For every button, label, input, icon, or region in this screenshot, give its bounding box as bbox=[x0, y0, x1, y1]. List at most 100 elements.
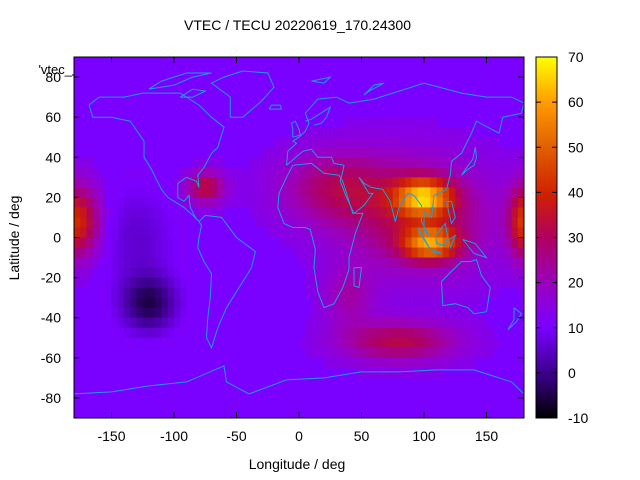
heatmap-cell bbox=[305, 287, 312, 299]
heatmap-cell bbox=[449, 147, 456, 158]
heatmap-cell bbox=[367, 207, 375, 218]
heatmap-cell bbox=[436, 277, 444, 289]
heatmap-cell bbox=[455, 307, 462, 319]
heatmap-cell bbox=[80, 157, 87, 168]
heatmap-cell bbox=[349, 287, 356, 299]
heatmap-cell bbox=[511, 237, 519, 249]
heatmap-cell bbox=[442, 287, 450, 299]
heatmap-cell bbox=[342, 147, 350, 158]
heatmap-cell bbox=[180, 277, 187, 289]
heatmap-cell bbox=[436, 137, 444, 148]
heatmap-cell bbox=[174, 287, 181, 299]
heatmap-cell bbox=[180, 287, 187, 299]
heatmap-cell bbox=[436, 177, 444, 188]
heatmap-cell bbox=[442, 167, 450, 178]
heatmap-cell bbox=[324, 237, 331, 249]
heatmap-cell bbox=[499, 147, 506, 158]
heatmap-cell bbox=[455, 327, 462, 339]
heatmap-cell bbox=[392, 367, 400, 379]
heatmap-cell bbox=[436, 167, 444, 178]
heatmap-cell bbox=[205, 197, 212, 208]
heatmap-cell bbox=[480, 217, 487, 228]
heatmap-cell bbox=[249, 157, 256, 168]
heatmap-cell bbox=[461, 307, 469, 319]
heatmap-cell bbox=[499, 257, 506, 269]
heatmap-cell bbox=[355, 347, 362, 359]
heatmap-cell bbox=[399, 307, 406, 319]
heatmap-cell bbox=[461, 227, 469, 238]
heatmap-cell bbox=[105, 307, 112, 319]
heatmap-cell bbox=[492, 217, 500, 228]
heatmap-cell bbox=[180, 327, 187, 339]
heatmap-cell bbox=[417, 187, 425, 198]
heatmap-cell bbox=[380, 337, 387, 349]
heatmap-cell bbox=[374, 117, 381, 128]
heatmap-cell bbox=[336, 357, 344, 369]
heatmap-cell bbox=[124, 177, 131, 188]
heatmap-cell bbox=[342, 197, 350, 208]
heatmap-cell bbox=[511, 177, 519, 188]
heatmap-cell bbox=[411, 117, 419, 128]
heatmap-cell bbox=[74, 277, 81, 289]
heatmap-cell bbox=[330, 127, 337, 138]
colorbar-tick-label: 30 bbox=[568, 230, 584, 246]
heatmap-cell bbox=[442, 187, 450, 198]
heatmap-cell bbox=[342, 297, 350, 309]
heatmap-cell bbox=[355, 157, 362, 168]
heatmap-cell bbox=[142, 337, 150, 349]
colorbar-tick-label: 10 bbox=[568, 320, 584, 336]
heatmap-cell bbox=[430, 237, 437, 249]
coastlines bbox=[74, 70, 524, 395]
heatmap-cell bbox=[405, 117, 412, 128]
heatmap-cell bbox=[336, 127, 344, 138]
heatmap-cell bbox=[461, 207, 469, 218]
heatmap-cell bbox=[405, 237, 412, 249]
heatmap-cell bbox=[399, 117, 406, 128]
heatmap-cell bbox=[386, 297, 394, 309]
heatmap-cell bbox=[267, 217, 275, 228]
heatmap-cell bbox=[424, 257, 431, 269]
heatmap-cell bbox=[411, 207, 419, 218]
heatmap-cell bbox=[442, 307, 450, 319]
heatmap-cell bbox=[449, 177, 456, 188]
heatmap-cell bbox=[355, 207, 362, 218]
heatmap-cell bbox=[311, 297, 319, 309]
heatmap-cell bbox=[342, 237, 350, 249]
heatmap-cell bbox=[149, 187, 156, 198]
heatmap-cell bbox=[430, 207, 437, 218]
heatmap-cell bbox=[424, 357, 431, 369]
heatmap-cell bbox=[461, 187, 469, 198]
heatmap-cell bbox=[399, 167, 406, 178]
heatmap-cell bbox=[399, 267, 406, 279]
heatmap-cell bbox=[199, 187, 206, 198]
heatmap-cell bbox=[399, 177, 406, 188]
heatmap-cell bbox=[361, 287, 369, 299]
heatmap-cell bbox=[205, 157, 212, 168]
heatmap-cell bbox=[386, 337, 394, 349]
heatmap-cell bbox=[80, 247, 87, 259]
heatmap-cell bbox=[230, 177, 237, 188]
heatmap-cell bbox=[192, 157, 200, 168]
heatmap-cell bbox=[430, 277, 437, 289]
heatmap-cell bbox=[311, 347, 319, 359]
heatmap-cell bbox=[405, 197, 412, 208]
heatmap-cell bbox=[299, 247, 306, 259]
heatmap-cell bbox=[349, 277, 356, 289]
heatmap-cell bbox=[261, 187, 269, 198]
heatmap-cell bbox=[442, 127, 450, 138]
heatmap-cell bbox=[199, 167, 206, 178]
heatmap-cell bbox=[324, 297, 331, 309]
heatmap-cell bbox=[299, 197, 306, 208]
heatmap-cell bbox=[436, 347, 444, 359]
heatmap-cell bbox=[336, 327, 344, 339]
heatmap-cell bbox=[136, 237, 144, 249]
heatmap-cell bbox=[305, 197, 312, 208]
heatmap-cell bbox=[411, 137, 419, 148]
y-tick-label: -20 bbox=[41, 270, 61, 286]
heatmap-cell bbox=[342, 267, 350, 279]
heatmap-cell bbox=[349, 137, 356, 148]
heatmap-cell bbox=[311, 177, 319, 188]
heatmap-cell bbox=[99, 207, 106, 218]
heatmap-cell bbox=[342, 277, 350, 289]
heatmap-cell bbox=[324, 267, 331, 279]
